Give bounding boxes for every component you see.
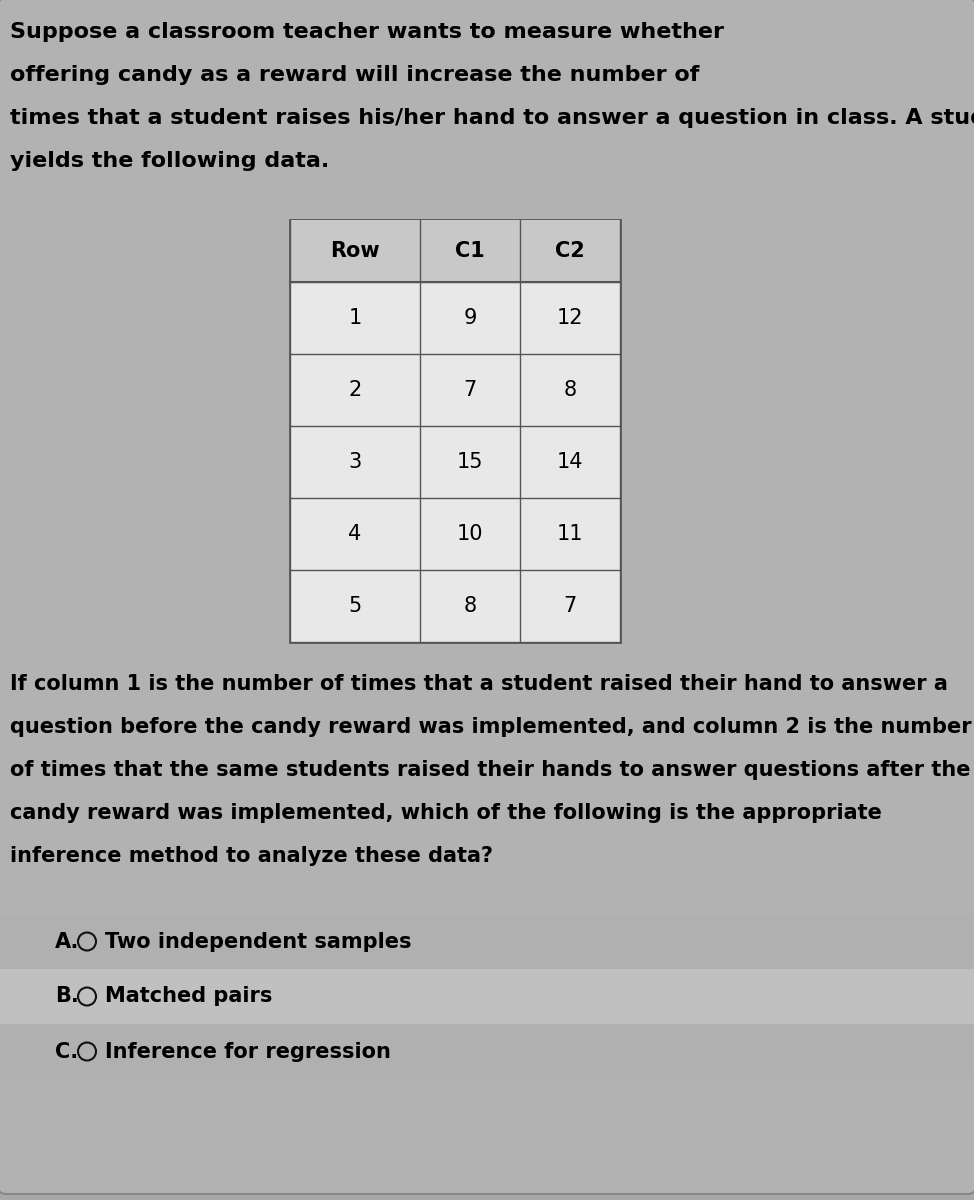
Text: 4: 4 bbox=[349, 524, 361, 544]
Text: Matched pairs: Matched pairs bbox=[105, 986, 273, 1007]
Bar bbox=[0, 1024, 974, 1079]
Bar bbox=[290, 426, 620, 498]
Text: Two independent samples: Two independent samples bbox=[105, 931, 411, 952]
Text: 8: 8 bbox=[464, 596, 476, 616]
Text: 3: 3 bbox=[349, 452, 361, 472]
Text: Suppose a classroom teacher wants to measure whether: Suppose a classroom teacher wants to mea… bbox=[10, 22, 724, 42]
Bar bbox=[290, 354, 620, 426]
Text: 14: 14 bbox=[557, 452, 583, 472]
Text: 11: 11 bbox=[557, 524, 583, 544]
Text: 9: 9 bbox=[464, 308, 476, 328]
Text: 7: 7 bbox=[563, 596, 577, 616]
Text: candy reward was implemented, which of the following is the appropriate: candy reward was implemented, which of t… bbox=[10, 803, 881, 823]
Text: yields the following data.: yields the following data. bbox=[10, 151, 329, 170]
Bar bbox=[0, 914, 974, 970]
Text: C.: C. bbox=[55, 1042, 78, 1062]
Bar bbox=[0, 970, 974, 1024]
Bar bbox=[290, 570, 620, 642]
Text: B.: B. bbox=[55, 986, 79, 1007]
Bar bbox=[290, 220, 620, 282]
Text: 1: 1 bbox=[349, 308, 361, 328]
Text: 7: 7 bbox=[464, 380, 476, 400]
Text: 8: 8 bbox=[563, 380, 577, 400]
Text: 10: 10 bbox=[457, 524, 483, 544]
Text: Inference for regression: Inference for regression bbox=[105, 1042, 391, 1062]
Text: C2: C2 bbox=[555, 241, 584, 260]
Text: 2: 2 bbox=[349, 380, 361, 400]
Text: inference method to analyze these data?: inference method to analyze these data? bbox=[10, 846, 493, 866]
Bar bbox=[290, 282, 620, 354]
Text: C1: C1 bbox=[455, 241, 485, 260]
Text: of times that the same students raised their hands to answer questions after the: of times that the same students raised t… bbox=[10, 760, 970, 780]
Text: offering candy as a reward will increase the number of: offering candy as a reward will increase… bbox=[10, 65, 699, 85]
Text: 5: 5 bbox=[349, 596, 361, 616]
Text: 12: 12 bbox=[557, 308, 583, 328]
Text: Row: Row bbox=[330, 241, 380, 260]
Text: 15: 15 bbox=[457, 452, 483, 472]
Text: question before the candy reward was implemented, and column 2 is the number: question before the candy reward was imp… bbox=[10, 716, 972, 737]
Bar bbox=[290, 220, 620, 642]
Text: times that a student raises his/her hand to answer a question in class. A study: times that a student raises his/her hand… bbox=[10, 108, 974, 128]
Text: A.: A. bbox=[55, 931, 79, 952]
Bar bbox=[290, 498, 620, 570]
Text: If column 1 is the number of times that a student raised their hand to answer a: If column 1 is the number of times that … bbox=[10, 674, 948, 694]
